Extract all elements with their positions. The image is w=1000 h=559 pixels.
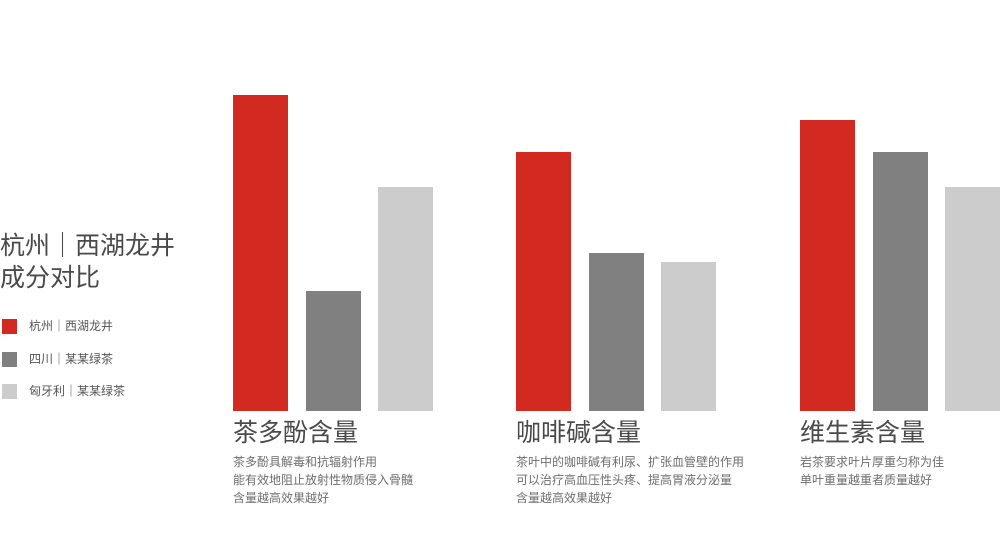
legend-swatch-hungary xyxy=(2,384,17,399)
description-line-vitamin-2: 单叶重量越重者质量越好 xyxy=(800,473,933,487)
bar-caffeine-hungary xyxy=(661,262,716,411)
category-label-vitamin: 维生素含量 xyxy=(800,418,926,447)
chart-title-line-1: 杭州｜西湖龙井 xyxy=(0,231,176,260)
chart-title: 杭州｜西湖龙井 成分对比 xyxy=(0,230,175,294)
description-line-caffeine-3: 含量越高效果越好 xyxy=(516,491,613,505)
bar-vitamin-sichuan xyxy=(872,151,928,411)
bar-polyphenol-hungary xyxy=(378,186,433,411)
bar-polyphenol-sichuan xyxy=(305,290,361,411)
category-description-caffeine: 茶叶中的咖啡碱有利尿、扩张血管壁的作用 可以治疗高血压性头疼、提高胃液分泌量 含量越… xyxy=(516,453,744,507)
category-label-caffeine: 咖啡碱含量 xyxy=(516,418,642,447)
bar-vitamin-hungary xyxy=(945,186,1000,411)
description-line-vitamin-1: 岩茶要求叶片厚重匀称为佳 xyxy=(800,455,945,469)
legend-swatch-longjing xyxy=(2,319,17,334)
legend-label-hungary: 匈牙利｜某某绿茶 xyxy=(29,384,126,398)
category-description-polyphenol: 茶多酚具解毒和抗辐射作用能有效地阻止放射性物质侵入骨髓 含量越高效果越好 xyxy=(233,453,413,507)
legend-label-longjing: 杭州｜西湖龙井 xyxy=(29,319,114,333)
bar-caffeine-sichuan xyxy=(588,253,644,411)
legend-label-sichuan: 四川｜某某绿茶 xyxy=(29,351,114,366)
category-label-polyphenol: 茶多酚含量 xyxy=(233,418,359,447)
description-line-caffeine-1: 茶叶中的咖啡碱有利尿、扩张血管壁的作用 xyxy=(516,455,745,469)
bar-polyphenol-longjing xyxy=(233,95,288,411)
chart-title-line-2: 成分对比 xyxy=(0,263,101,292)
bar-vitamin-longjing xyxy=(800,120,855,411)
description-line-polyphenol-1: 茶多酚具解毒和抗辐射作用 xyxy=(233,455,378,469)
category-description-vitamin: 岩茶要求叶片厚重匀称为佳 单叶重量越重者质量越好 xyxy=(800,453,944,489)
legend-swatch-sichuan xyxy=(2,351,17,367)
bar-caffeine-longjing xyxy=(516,151,571,411)
description-line-polyphenol-3: 含量越高效果越好 xyxy=(233,491,330,505)
description-line-polyphenol-2: 能有效地阻止放射性物质侵入骨髓 xyxy=(233,473,414,487)
description-line-caffeine-2: 可以治疗高血压性头疼、提高胃液分泌量 xyxy=(516,473,733,487)
